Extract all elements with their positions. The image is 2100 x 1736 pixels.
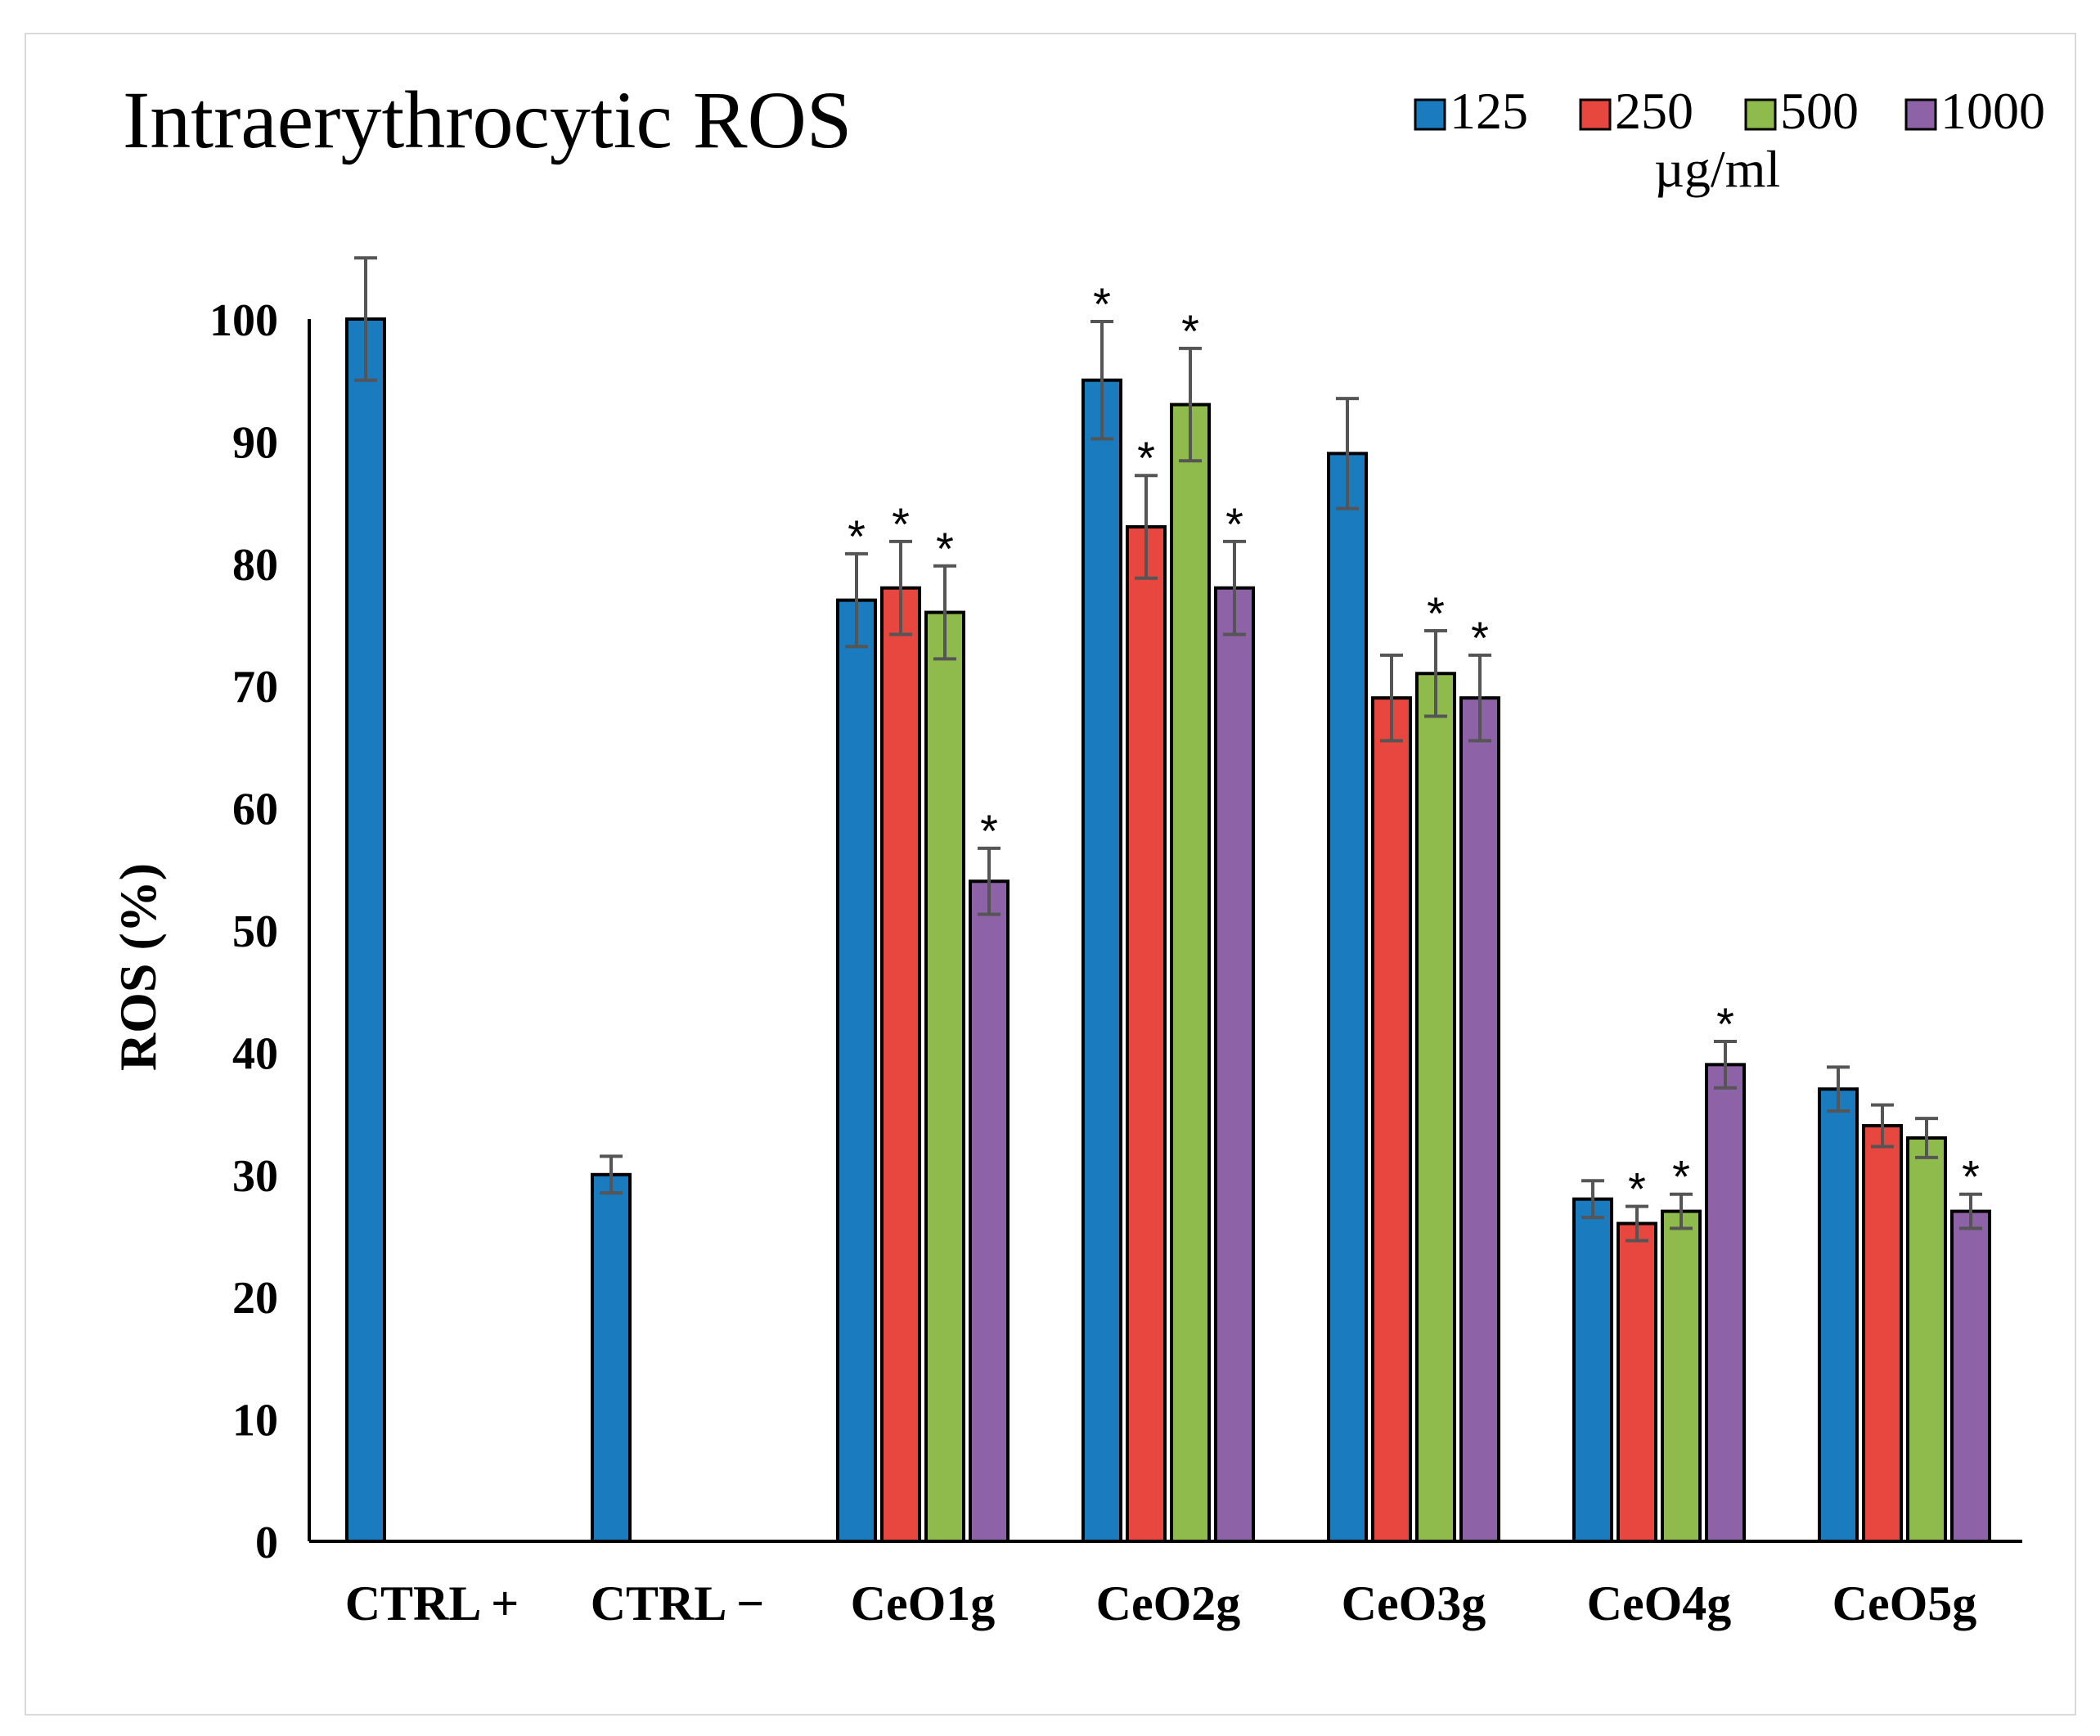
significance-star: *	[980, 805, 998, 857]
y-tick-label: 90	[232, 417, 278, 468]
y-tick-label: 100	[209, 295, 278, 346]
legend-label: 1000	[1940, 82, 2045, 140]
significance-star: *	[1137, 432, 1155, 483]
bar-500	[924, 610, 965, 1543]
bar-1000	[1950, 1209, 1991, 1543]
y-tick-label: 20	[232, 1273, 278, 1324]
x-category-label: CeO2g	[1096, 1576, 1241, 1630]
bar-125	[1327, 452, 1368, 1544]
significance-star: *	[848, 510, 866, 562]
bar-125	[836, 598, 877, 1543]
bar-500	[1661, 1209, 1702, 1543]
legend-swatch-125	[1414, 98, 1446, 131]
legend-label: 500	[1780, 82, 1859, 140]
bar-250	[1617, 1221, 1657, 1544]
significance-star: *	[892, 498, 910, 550]
chart-svg: Intraerythrocytic ROS 125 250 500 1000 µg/m…	[109, 74, 2045, 1630]
bar-1000	[969, 879, 1010, 1543]
significance-star: *	[1628, 1163, 1646, 1215]
significance-star: *	[1716, 998, 1734, 1050]
significance-star: *	[1672, 1151, 1690, 1203]
legend-swatch-1000	[1904, 98, 1937, 131]
bar-1000	[1214, 586, 1255, 1543]
bar-1000	[1459, 696, 1500, 1543]
y-tick-label: 30	[232, 1151, 278, 1202]
bar-500	[1415, 672, 1456, 1543]
x-category-label: CTRL −	[591, 1576, 765, 1630]
x-axis-labels: CTRL + CTRL − CeO1g CeO2g CeO3g CeO4g CeO5g	[345, 1576, 1977, 1630]
bars	[345, 317, 1991, 1544]
error-bars	[354, 256, 1982, 1243]
significance-star: *	[1225, 498, 1243, 550]
y-tick-label: 0	[255, 1518, 278, 1568]
x-category-label: CeO5g	[1832, 1576, 1977, 1630]
legend-label: 125	[1450, 82, 1528, 140]
bar-125	[1081, 378, 1122, 1544]
legend-unit: µg/ml	[1654, 140, 1780, 198]
bar-250	[1126, 524, 1167, 1543]
bar-125	[1818, 1087, 1859, 1543]
significance-star: *	[936, 523, 954, 574]
bar-125	[591, 1172, 632, 1544]
y-tick-label: 60	[232, 785, 278, 835]
legend-swatch-250	[1579, 98, 1612, 131]
bar-500	[1906, 1136, 1947, 1543]
legend-swatch-500	[1744, 98, 1777, 131]
bar-500	[1170, 403, 1211, 1544]
significance-star: *	[1962, 1151, 1980, 1203]
bar-125	[345, 317, 386, 1543]
x-category-label: CeO1g	[851, 1576, 996, 1630]
x-category-label: CeO3g	[1342, 1576, 1486, 1630]
significance-star: *	[1427, 587, 1445, 639]
legend-label: 250	[1615, 82, 1693, 140]
y-tick-label: 40	[232, 1028, 278, 1079]
y-axis-ticks: 0 10 20 30 40 50 60 70 80 90 100	[209, 295, 278, 1568]
y-tick-label: 50	[232, 906, 278, 957]
significance-star: *	[1471, 612, 1489, 663]
bar-250	[1371, 696, 1412, 1543]
y-tick-label: 70	[232, 662, 278, 713]
y-axis-title: ROS (%)	[109, 863, 167, 1071]
x-category-label: CTRL +	[345, 1576, 519, 1630]
bar-125	[1572, 1197, 1613, 1544]
y-tick-label: 80	[232, 540, 278, 591]
legend: 125 250 500 1000	[1414, 82, 2045, 140]
significance-markers: * * * * * * * * * * * * * *	[848, 278, 1980, 1215]
chart-frame: Intraerythrocytic ROS 125 250 500 1000 µg/m…	[25, 33, 2076, 1716]
significance-star: *	[1093, 278, 1111, 330]
y-tick-label: 10	[232, 1396, 278, 1446]
x-category-label: CeO4g	[1587, 1576, 1732, 1630]
bar-250	[1862, 1124, 1903, 1544]
bar-250	[880, 586, 921, 1543]
significance-star: *	[1181, 305, 1199, 357]
chart-title: Intraerythrocytic ROS	[123, 74, 852, 165]
bar-1000	[1705, 1063, 1746, 1543]
